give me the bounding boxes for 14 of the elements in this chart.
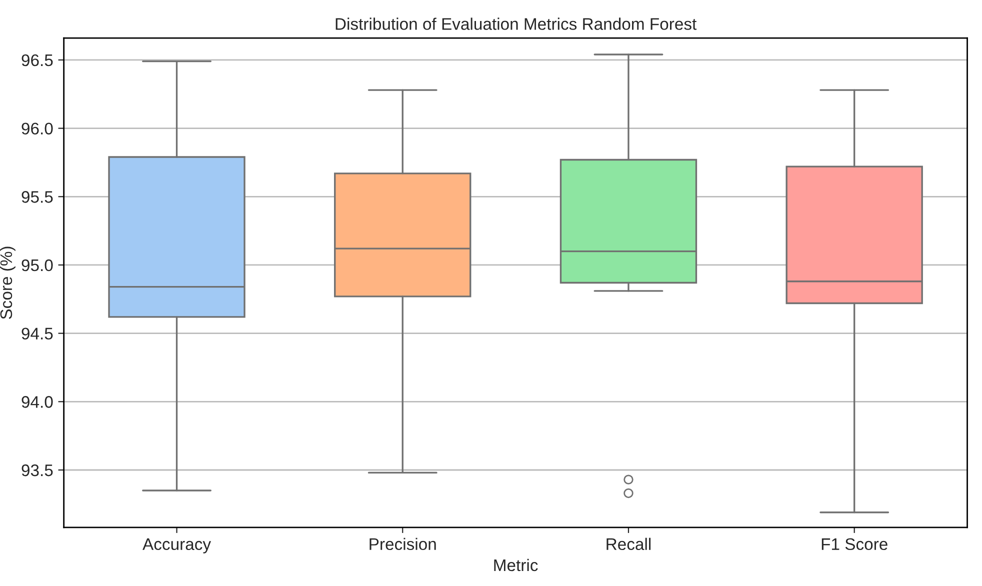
- y-tick-label: 94.5: [22, 328, 53, 340]
- x-tick-label: F1 Score: [822, 538, 888, 550]
- x-tick-label: Recall: [606, 538, 651, 550]
- y-tick-label: 93.5: [22, 464, 53, 476]
- x-tick-label: Accuracy: [142, 538, 211, 554]
- y-tick-label: 95.0: [22, 259, 53, 272]
- x-axis-title: Metric: [494, 558, 538, 572]
- y-axis-title: Score (%): [0, 246, 16, 320]
- x-tick-label: Precision: [370, 538, 436, 550]
- y-tick-label: 94.0: [22, 396, 53, 408]
- y-tick-label: 96.0: [22, 122, 53, 134]
- chart-title: Distribution of Evaluation Metrics Random Forest: [336, 18, 697, 30]
- y-tick-label: 95.5: [22, 191, 53, 203]
- y-tick-label: 96.5: [22, 54, 53, 66]
